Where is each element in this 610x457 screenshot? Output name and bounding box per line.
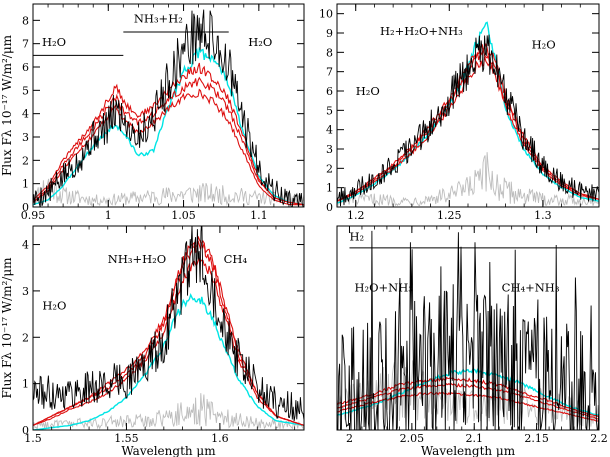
y-tick-label: 6 — [326, 85, 333, 98]
observed-spectrum — [33, 9, 304, 207]
panel-top-left: 0.95 1 1.05 1.1 0 1 2 3 4 5 6 7 8 H₂O NH₃+H₂ H₂O Flux Fλ… — [0, 3, 305, 222]
x-tick-label: 2.1 — [465, 432, 483, 445]
x-tick-label: 1.2 — [347, 209, 365, 222]
model-spectrum-4 — [337, 42, 599, 202]
plot-frame — [32, 225, 305, 431]
band-label: H₂O — [356, 84, 380, 98]
x-tick-label: 2 — [346, 432, 353, 445]
panel-top-right: 1.2 1.25 1.3 0 1 2 3 4 5 6 7 8 9 10 H₂+H₂O+NH₃ H₂O H₂O — [319, 3, 600, 222]
y-tick-label: 0 — [22, 424, 29, 437]
y-tick-label: 3 — [22, 131, 29, 144]
band-label: H₂O+NH₃ — [354, 281, 413, 295]
y-tick-label: 2 — [22, 331, 29, 344]
y-tick-label: 1 — [326, 182, 333, 195]
x-tick-label: 1.5 — [24, 432, 42, 445]
x-tick-label: 1.55 — [114, 432, 139, 445]
observed-spectrum — [33, 226, 304, 422]
plot-area — [33, 9, 304, 207]
panel-bottom-right: 2 2.05 2.1 2.15 2.2 H₂ H₂O+NH₃ CH₄+NH₃ Wavelengt… — [336, 225, 608, 457]
band-label: H₂O — [532, 37, 556, 51]
y-tick-label: 2 — [22, 154, 29, 167]
plot-area — [33, 226, 304, 430]
y-tick-label: 0 — [326, 201, 333, 214]
y-tick-label: 5 — [22, 84, 29, 97]
y-tick-label: 3 — [326, 143, 333, 156]
panel-bottom-left: 1.5 1.55 1.6 0 1 2 3 4 NH₃+H₂O CH₄ H₂O Wavelength μ… — [0, 225, 305, 457]
y-tick-label: 2 — [326, 162, 333, 175]
x-tick-label: 2.05 — [400, 432, 425, 445]
band-label: CH₄+NH₃ — [502, 281, 560, 295]
model-spectrum-1 — [33, 292, 304, 430]
y-tick-label: 10 — [319, 8, 333, 21]
x-axis-label: Wavelength μm — [421, 444, 516, 457]
band-label: H₂O — [42, 298, 66, 312]
plot-area — [337, 21, 599, 207]
y-tick-label: 1 — [22, 178, 29, 191]
observed-spectrum — [337, 34, 599, 207]
y-tick-label: 7 — [22, 38, 29, 51]
x-tick-label: 1.3 — [534, 209, 552, 222]
model-spectrum-3 — [33, 88, 304, 206]
x-tick-label: 0.95 — [21, 209, 46, 222]
y-tick-label: 8 — [326, 46, 333, 59]
y-tick-label: 9 — [326, 27, 333, 40]
noise-spectrum — [33, 393, 304, 430]
y-axis-label: Flux Fλ 10⁻¹⁷ W/m²/μm — [0, 34, 14, 176]
x-tick-label: 1.05 — [171, 209, 196, 222]
y-tick-label: 3 — [22, 285, 29, 298]
plot-frame — [336, 225, 600, 431]
observed-spectrum — [337, 230, 599, 430]
y-tick-label: 6 — [22, 61, 29, 74]
noise-spectrum — [33, 178, 304, 207]
band-label: H₂+H₂O+NH₃ — [380, 24, 463, 38]
band-label: NH₃+H₂O — [108, 252, 166, 266]
band-label: H₂O — [42, 35, 66, 49]
y-tick-label: 1 — [22, 378, 29, 391]
model-spectrum-1 — [33, 46, 304, 206]
y-tick-label: 8 — [22, 14, 29, 27]
y-tick-label: 0 — [22, 201, 29, 214]
model-spectrum-4 — [33, 236, 304, 426]
x-tick-label: 1.1 — [250, 209, 268, 222]
x-tick-label: 1 — [105, 209, 112, 222]
y-axis-label: Flux Fλ 10⁻¹⁷ W/m²/μm — [0, 257, 14, 399]
noise-spectrum — [337, 152, 599, 207]
band-label: NH₃+H₂ — [134, 12, 183, 26]
x-tick-label: 2.2 — [590, 432, 608, 445]
model-spectrum-2 — [33, 76, 304, 206]
band-label: H₂ — [349, 230, 364, 244]
x-tick-label: 1.25 — [437, 209, 462, 222]
x-tick-label: 1.6 — [211, 432, 229, 445]
y-tick-label: 7 — [326, 66, 333, 79]
band-label: H₂O — [248, 35, 272, 49]
y-tick-label: 4 — [22, 239, 29, 252]
x-tick-label: 2.15 — [524, 432, 549, 445]
x-axis-label: Wavelength μm — [121, 444, 216, 457]
y-tick-label: 4 — [22, 108, 29, 121]
band-label: CH₄ — [224, 252, 248, 266]
plot-area — [337, 230, 599, 430]
model-spectrum-4 — [33, 62, 304, 206]
y-tick-label: 4 — [326, 124, 333, 137]
y-tick-label: 5 — [326, 104, 333, 117]
